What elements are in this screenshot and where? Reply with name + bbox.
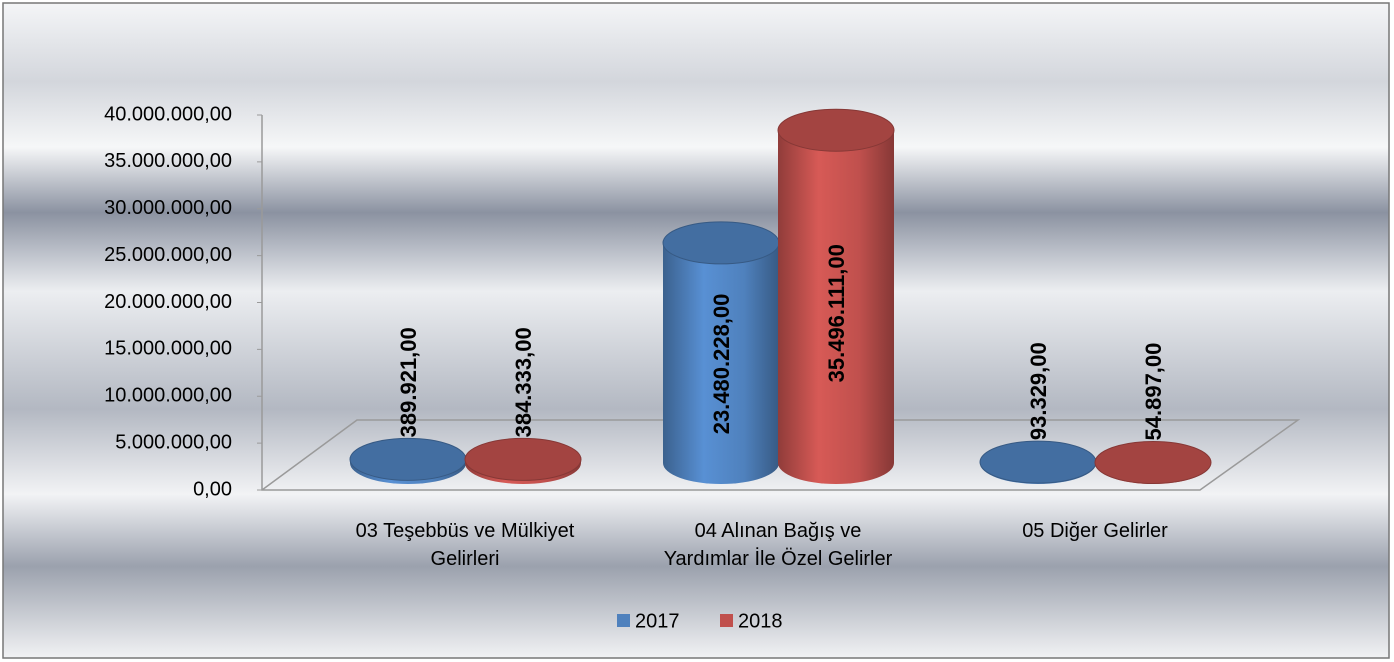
value-label: 54.897,00: [1141, 343, 1166, 441]
legend-swatch: [617, 614, 630, 627]
y-tick-label: 35.000.000,00: [104, 150, 232, 172]
bar-top: [349, 437, 467, 481]
value-label: 389.921,00: [396, 327, 421, 437]
plot-floor: [261, 115, 1301, 491]
y-tick-label: 25.000.000,00: [104, 244, 232, 266]
x-tick-label: 05 Diğer Gelirler: [1022, 520, 1168, 542]
value-label: 35.496.111,00: [824, 244, 849, 382]
x-tick-label: 04 Alınan Bağış ve Yardımlar İle Özel Gel…: [664, 520, 893, 570]
bar-top: [464, 437, 582, 481]
y-tick-label: 15.000.000,00: [104, 338, 232, 360]
bar: [663, 242, 779, 484]
bar-top: [662, 221, 780, 265]
bar-top: [1094, 440, 1212, 484]
y-tick-label: 5.000.000,00: [115, 431, 232, 453]
y-tick-label: 40.000.000,00: [104, 103, 232, 125]
value-label: 23.480.228,00: [709, 294, 734, 435]
bar-top: [777, 108, 895, 152]
bar: [778, 130, 894, 485]
y-tick-label: 20.000.000,00: [104, 291, 232, 313]
y-tick-label: 10.000.000,00: [104, 385, 232, 407]
bar-top: [979, 440, 1097, 484]
legend-label: 2017: [635, 610, 680, 632]
y-tick-label: 30.000.000,00: [104, 197, 232, 219]
x-tick-label: 03 Teşebbüs ve Mülkiyet Gelirleri: [356, 520, 575, 570]
legend-label: 2018: [738, 610, 783, 632]
value-label: 93.329,00: [1026, 342, 1051, 440]
y-tick-label: 0,00: [193, 478, 232, 500]
legend-swatch: [720, 614, 733, 627]
value-label: 384.333,00: [511, 327, 536, 437]
